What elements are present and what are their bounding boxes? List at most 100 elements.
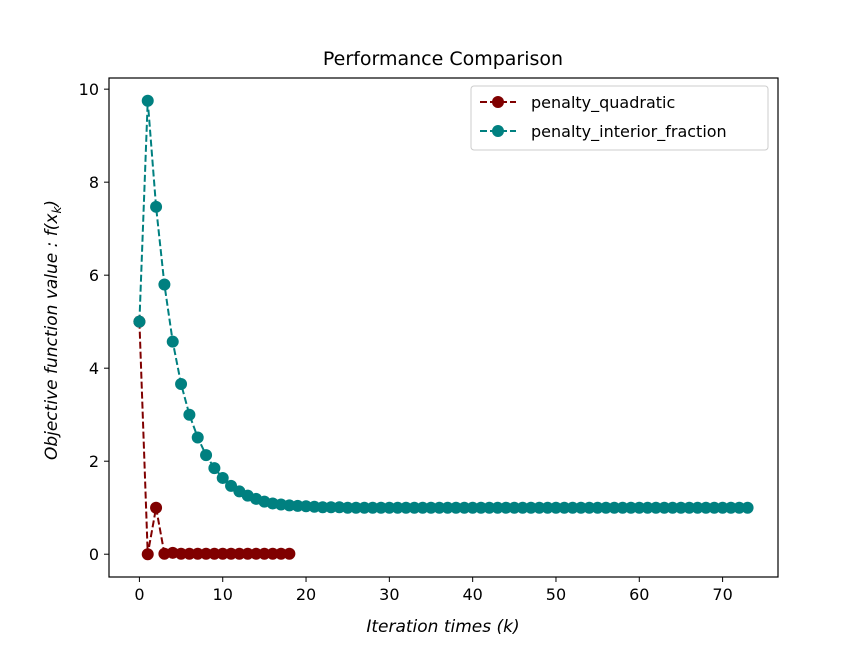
data-point-penalty_interior_fraction — [158, 278, 171, 291]
data-point-penalty_quadratic — [266, 547, 279, 560]
data-point-penalty_interior_fraction — [583, 501, 596, 514]
data-point-penalty_interior_fraction — [574, 501, 587, 514]
data-point-penalty_interior_fraction — [616, 501, 629, 514]
data-point-penalty_quadratic — [283, 547, 296, 560]
data-point-penalty_interior_fraction — [425, 501, 438, 514]
x-tick-label: 20 — [296, 585, 316, 604]
data-point-penalty_interior_fraction — [141, 94, 154, 107]
data-point-penalty_interior_fraction — [391, 501, 404, 514]
legend: penalty_quadratic penalty_interior_fracti… — [470, 85, 769, 151]
data-point-penalty_interior_fraction — [724, 501, 737, 514]
data-point-penalty_interior_fraction — [683, 501, 696, 514]
x-tick-label: 70 — [712, 585, 732, 604]
axes-frame — [108, 77, 779, 578]
data-point-penalty_interior_fraction — [641, 501, 654, 514]
data-point-penalty_interior_fraction — [441, 501, 454, 514]
data-point-penalty_interior_fraction — [649, 501, 662, 514]
data-point-penalty_interior_fraction — [624, 501, 637, 514]
data-point-penalty_quadratic — [233, 547, 246, 560]
data-point-penalty_quadratic — [250, 547, 263, 560]
y-axis-label-sub: k — [50, 206, 64, 214]
data-point-penalty_quadratic — [275, 547, 288, 560]
data-point-penalty_interior_fraction — [691, 501, 704, 514]
data-point-penalty_interior_fraction — [666, 501, 679, 514]
y-tick-label: 0 — [89, 545, 99, 564]
y-tick-label: 6 — [89, 266, 99, 285]
data-point-penalty_interior_fraction — [366, 501, 379, 514]
data-point-penalty_interior_fraction — [150, 200, 163, 213]
data-point-penalty_interior_fraction — [516, 501, 529, 514]
data-point-penalty_interior_fraction — [133, 315, 146, 328]
x-tick-label: 30 — [379, 585, 399, 604]
data-point-penalty_quadratic — [150, 501, 163, 514]
x-tick-label: 10 — [213, 585, 233, 604]
y-axis-label-main: Objective function value : f(x — [42, 213, 62, 460]
data-point-penalty_interior_fraction — [716, 501, 729, 514]
legend-label-penalty_interior_fraction: penalty_interior_fraction — [531, 122, 727, 142]
data-point-penalty_interior_fraction — [433, 501, 446, 514]
data-point-penalty_interior_fraction — [633, 501, 646, 514]
data-point-penalty_interior_fraction — [375, 501, 388, 514]
x-tick-label: 60 — [629, 585, 649, 604]
data-point-penalty_interior_fraction — [316, 501, 329, 514]
legend-marker-penalty_quadratic — [492, 96, 504, 108]
data-point-penalty_interior_fraction — [699, 501, 712, 514]
data-point-penalty_interior_fraction — [191, 431, 204, 444]
data-point-penalty_interior_fraction — [608, 501, 621, 514]
data-point-penalty_interior_fraction — [350, 501, 363, 514]
data-point-penalty_interior_fraction — [458, 501, 471, 514]
data-point-penalty_interior_fraction — [524, 501, 537, 514]
data-point-penalty_interior_fraction — [449, 501, 462, 514]
data-point-penalty_interior_fraction — [325, 501, 338, 514]
data-point-penalty_interior_fraction — [708, 501, 721, 514]
x-tick-label: 50 — [546, 585, 566, 604]
x-axis-label-end: ) — [511, 617, 520, 637]
y-axis-label-end: ) — [42, 200, 62, 209]
data-point-penalty_interior_fraction — [200, 449, 213, 462]
data-point-penalty_interior_fraction — [166, 335, 179, 348]
data-point-penalty_interior_fraction — [183, 408, 196, 421]
data-point-penalty_quadratic — [241, 547, 254, 560]
data-point-penalty_interior_fraction — [175, 378, 188, 391]
data-point-penalty_interior_fraction — [549, 501, 562, 514]
data-point-penalty_interior_fraction — [416, 501, 429, 514]
y-tick-label: 8 — [89, 173, 99, 192]
data-point-penalty_quadratic — [183, 547, 196, 560]
data-point-penalty_interior_fraction — [733, 501, 746, 514]
legend-marker-penalty_interior_fraction — [492, 125, 504, 137]
data-point-penalty_interior_fraction — [566, 501, 579, 514]
data-point-penalty_interior_fraction — [383, 501, 396, 514]
y-axis-ticks: 0 2 4 6 8 10 — [79, 80, 109, 564]
y-tick-label: 4 — [89, 359, 99, 378]
data-point-penalty_interior_fraction — [674, 501, 687, 514]
data-point-penalty_interior_fraction — [599, 501, 612, 514]
data-point-penalty_quadratic — [258, 547, 271, 560]
legend-label-penalty_quadratic: penalty_quadratic — [531, 93, 675, 113]
data-point-penalty_quadratic — [141, 548, 154, 561]
data-point-penalty_interior_fraction — [208, 462, 221, 475]
data-point-penalty_quadratic — [208, 547, 221, 560]
data-point-penalty_interior_fraction — [216, 471, 229, 484]
data-point-penalty_interior_fraction — [591, 501, 604, 514]
data-point-penalty_interior_fraction — [400, 501, 413, 514]
data-point-penalty_quadratic — [225, 547, 238, 560]
data-point-penalty_interior_fraction — [491, 501, 504, 514]
y-axis-label: Objective function value : f(xk) — [42, 200, 64, 460]
data-point-penalty_quadratic — [175, 547, 188, 560]
data-point-penalty_interior_fraction — [358, 501, 371, 514]
data-point-penalty_interior_fraction — [533, 501, 546, 514]
y-tick-label: 2 — [89, 452, 99, 471]
data-point-penalty_interior_fraction — [466, 501, 479, 514]
data-point-penalty_interior_fraction — [483, 501, 496, 514]
data-point-penalty_interior_fraction — [408, 501, 421, 514]
data-point-penalty_quadratic — [216, 547, 229, 560]
data-point-penalty_interior_fraction — [558, 501, 571, 514]
chart-title: Performance Comparison — [323, 48, 563, 70]
data-point-penalty_interior_fraction — [474, 501, 487, 514]
data-point-penalty_interior_fraction — [341, 501, 354, 514]
x-axis-label: Iteration times (k) — [366, 617, 519, 637]
x-tick-label: 0 — [134, 585, 144, 604]
data-point-penalty_quadratic — [200, 547, 213, 560]
legend-items: penalty_quadratic penalty_interior_fracti… — [480, 93, 727, 142]
